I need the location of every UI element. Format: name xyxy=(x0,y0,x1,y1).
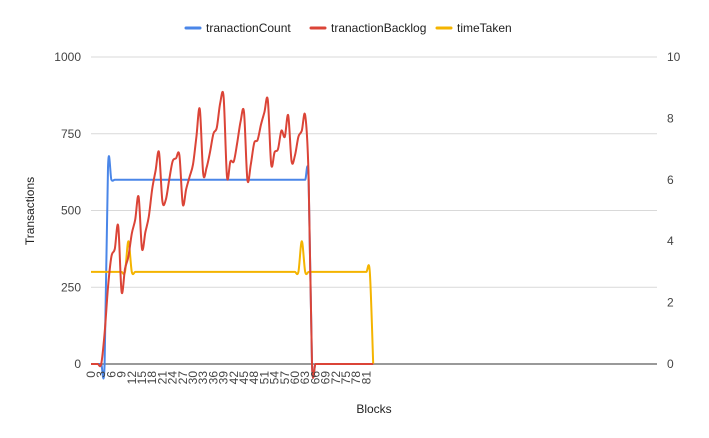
y-tick-label: 250 xyxy=(61,280,81,294)
x-tick-label: 66 xyxy=(308,371,322,385)
x-tick-label: 51 xyxy=(257,371,271,385)
series-lines xyxy=(90,90,375,380)
x-tick-label: 3 xyxy=(94,371,108,378)
x-tick-label: 30 xyxy=(186,371,200,385)
x-tick-label: 33 xyxy=(196,371,210,385)
y-tick-label: 750 xyxy=(61,127,81,141)
x-tick-label: 69 xyxy=(319,371,333,385)
x-tick-label: 48 xyxy=(247,371,261,385)
x-tick-label: 9 xyxy=(115,371,129,378)
x-tick-label: 81 xyxy=(359,371,373,385)
y2-tick-label: 8 xyxy=(667,111,674,125)
x-tick-label: 21 xyxy=(155,371,169,385)
x-tick-label: 18 xyxy=(145,371,159,385)
y2-tick-label: 2 xyxy=(667,296,674,310)
gridlines xyxy=(91,56,657,365)
x-axis-ticks: 0369121518212427303336394245485154576063… xyxy=(84,371,373,385)
x-tick-label: 78 xyxy=(349,371,363,385)
x-tick-label: 6 xyxy=(104,371,118,378)
y-tick-label: 500 xyxy=(61,204,81,218)
y-axis-title: Transactions xyxy=(23,177,37,245)
y2-tick-label: 6 xyxy=(667,173,674,187)
x-tick-label: 72 xyxy=(329,371,343,385)
x-tick-label: 36 xyxy=(206,371,220,385)
legend-label-timeTaken: timeTaken xyxy=(457,21,512,35)
x-tick-label: 54 xyxy=(268,371,282,385)
x-tick-label: 27 xyxy=(176,371,190,385)
y-tick-label: 1000 xyxy=(54,50,81,64)
x-tick-label: 12 xyxy=(125,371,139,385)
legend: tranactionCount tranactionBacklog timeTake… xyxy=(184,21,512,35)
legend-label-tranactionCount: tranactionCount xyxy=(206,21,291,35)
x-tick-label: 75 xyxy=(339,371,353,385)
x-tick-label: 63 xyxy=(298,371,312,385)
series-line-timeTaken xyxy=(90,240,375,365)
x-tick-label: 24 xyxy=(166,371,180,385)
series-line-tranactionCount xyxy=(91,155,374,380)
x-tick-label: 15 xyxy=(135,371,149,385)
series-line-tranactionBacklog xyxy=(91,90,374,379)
x-tick-label: 39 xyxy=(217,371,231,385)
y-axis-right-ticks: 0 2 4 6 8 10 xyxy=(667,50,681,371)
x-tick-label: 45 xyxy=(237,371,251,385)
x-tick-label: 57 xyxy=(278,371,292,385)
y2-tick-label: 10 xyxy=(667,50,681,64)
y2-tick-label: 0 xyxy=(667,357,674,371)
y-tick-label: 0 xyxy=(74,357,81,371)
x-tick-label: 0 xyxy=(84,371,98,378)
x-tick-label: 60 xyxy=(288,371,302,385)
y-axis-left-ticks: 0 250 500 750 1000 xyxy=(54,50,81,371)
x-axis-title: Blocks xyxy=(356,402,391,416)
x-tick-label: 42 xyxy=(227,371,241,385)
legend-label-tranactionBacklog: tranactionBacklog xyxy=(331,21,426,35)
y2-tick-label: 4 xyxy=(667,234,674,248)
